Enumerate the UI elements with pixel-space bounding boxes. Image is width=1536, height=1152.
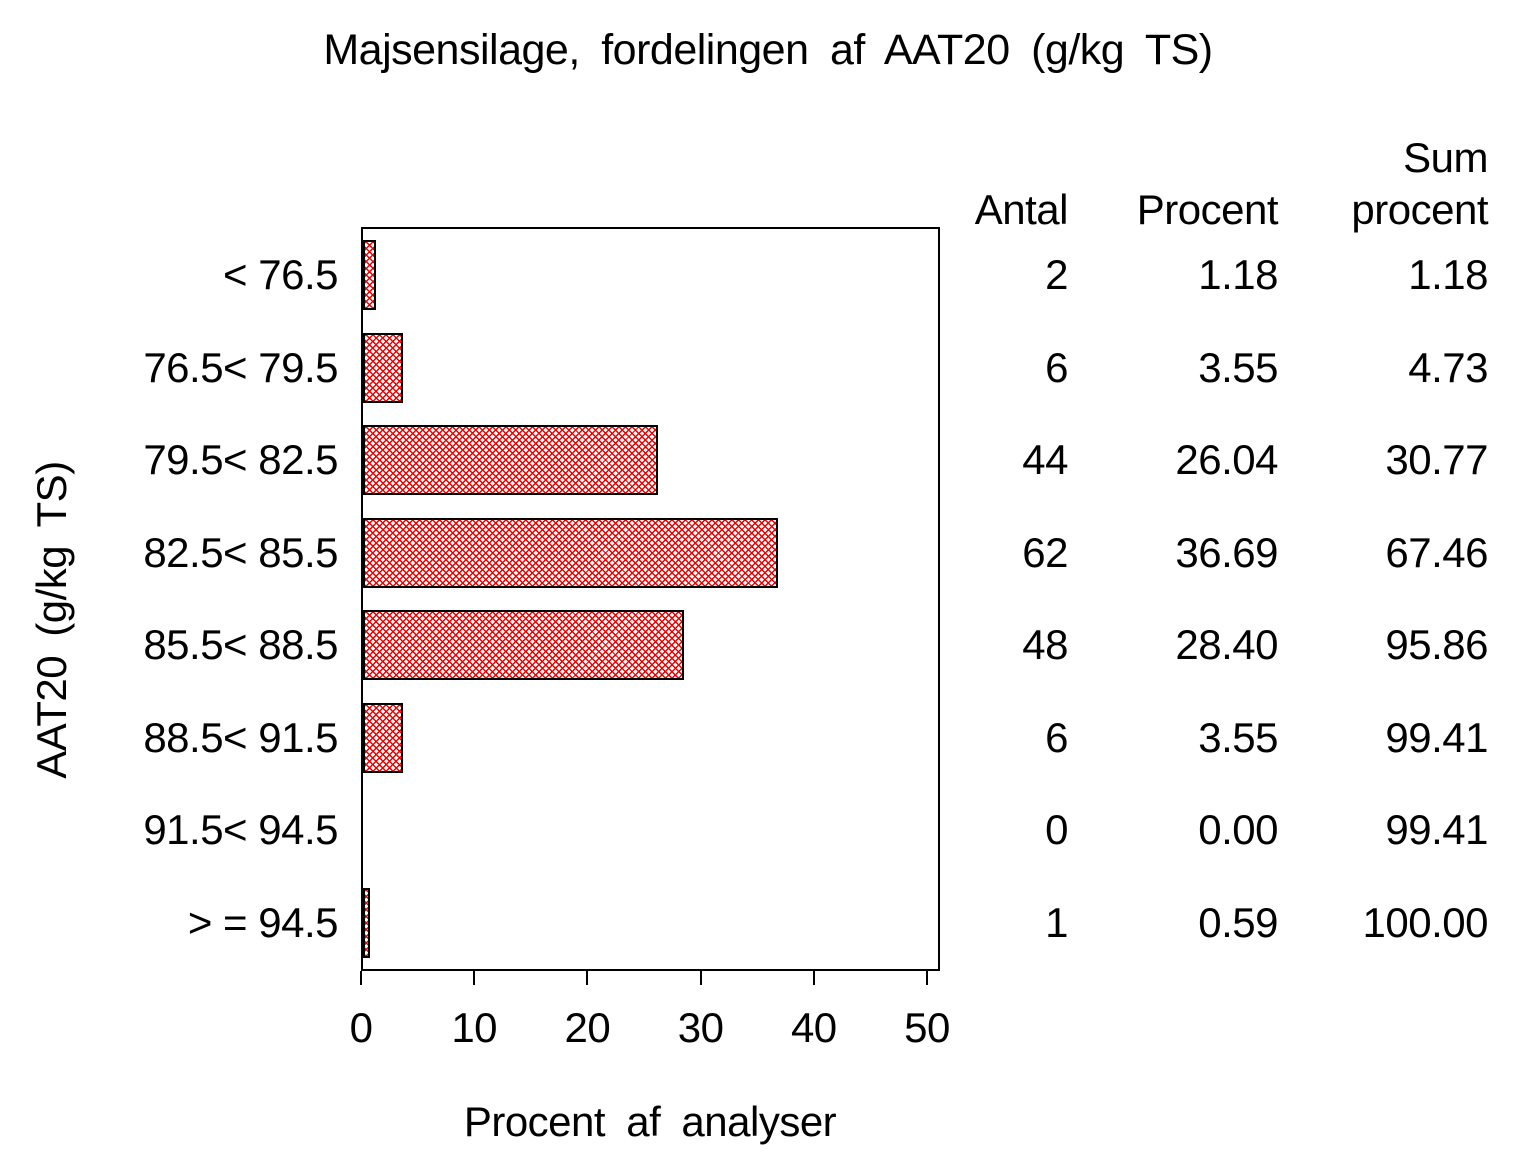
table-cell-procent: 3.55 (1198, 713, 1278, 761)
x-axis-tick-label: 40 (790, 1004, 837, 1051)
table-cell-procent: 0.00 (1198, 806, 1278, 854)
table-cell-antal: 2 (1045, 251, 1068, 299)
category-label: > = 94.5 (187, 898, 339, 946)
bar (363, 517, 779, 588)
table-header-procent: Procent (1136, 186, 1279, 233)
table-cell-procent: 1.18 (1198, 251, 1278, 299)
bar (363, 887, 370, 958)
plot-area (361, 227, 940, 971)
table-cell-antal: 62 (1022, 528, 1068, 576)
table-cell-sum-procent: 99.41 (1385, 806, 1488, 854)
frequency-table: 2 1.18 1.18 6 3.55 4.73 44 26.04 30.77 62 36.69 67.… (950, 229, 1488, 969)
x-axis-tick (699, 971, 702, 985)
x-axis-tick-label: 10 (451, 1004, 498, 1051)
bar (363, 702, 404, 773)
category-label: 76.5< 79.5 (143, 343, 338, 391)
bar-row (363, 414, 938, 507)
table-row: 48 28.40 95.86 (950, 599, 1488, 692)
table-cell-antal: 6 (1045, 343, 1068, 391)
table-row: 2 1.18 1.18 (950, 229, 1488, 322)
bar (363, 610, 685, 681)
table-row: 62 36.69 67.46 (950, 507, 1488, 600)
bar-row (363, 322, 938, 415)
category-label: < 76.5 (223, 251, 338, 299)
table-cell-antal: 48 (1022, 621, 1068, 669)
table-cell-procent: 3.55 (1198, 343, 1278, 391)
bar (363, 240, 377, 311)
table-row: 44 26.04 30.77 (950, 414, 1488, 507)
table-cell-procent: 0.59 (1198, 898, 1278, 946)
chart-title: Majsensilage, fordelingen af AAT20 (g/kg… (323, 26, 1213, 74)
table-cell-antal: 1 (1045, 898, 1068, 946)
category-label: 82.5< 85.5 (143, 528, 338, 576)
bar (363, 425, 658, 496)
bar-row (363, 692, 938, 785)
bar-row (363, 877, 938, 970)
table-cell-antal: 6 (1045, 713, 1068, 761)
table-cell-sum-procent: 4.73 (1408, 343, 1488, 391)
table-cell-sum-procent: 95.86 (1385, 621, 1488, 669)
table-header-line1: Sum (950, 132, 1488, 184)
x-axis-tick (586, 971, 589, 985)
x-axis-tick (926, 971, 928, 985)
table-row: 1 0.59 100.00 (950, 877, 1488, 970)
category-label: 91.5< 94.5 (143, 806, 338, 854)
x-axis-tick (473, 971, 476, 985)
table-header-sum-procent: procent (1351, 186, 1488, 233)
x-axis-tick-label: 0 (349, 1004, 373, 1051)
x-axis-tick (812, 971, 815, 985)
table-row: 6 3.55 99.41 (950, 692, 1488, 785)
bar (363, 332, 404, 403)
table-cell-antal: 0 (1045, 806, 1068, 854)
x-axis-tick-label: 30 (677, 1004, 724, 1051)
bar-row (363, 784, 938, 877)
table-header-line2: Antal Procent procent (950, 184, 1489, 236)
category-label: 85.5< 88.5 (143, 621, 338, 669)
table-header-sum: Sum (1403, 134, 1488, 181)
table-cell-antal: 44 (1022, 436, 1068, 484)
table-header-antal: Antal (974, 186, 1069, 233)
table-row: 0 0.00 99.41 (950, 784, 1488, 877)
category-label: 88.5< 91.5 (143, 713, 338, 761)
bar-row (363, 507, 938, 600)
table-cell-procent: 28.40 (1175, 621, 1278, 669)
bar-row (363, 229, 938, 322)
y-axis-category-labels: < 76.5 76.5< 79.5 79.5< 82.5 82.5< 85.5 85.5… (60, 229, 338, 969)
x-axis-tick-label: 50 (904, 1004, 950, 1051)
category-label: 79.5< 82.5 (143, 436, 338, 484)
table-cell-procent: 26.04 (1175, 436, 1278, 484)
table-header: Sum Antal Procent procent (950, 132, 1489, 236)
x-axis-tick (360, 971, 362, 985)
table-cell-sum-procent: 67.46 (1385, 528, 1488, 576)
table-cell-sum-procent: 100.00 (1362, 898, 1489, 946)
table-header-spacer (950, 132, 1068, 184)
table-cell-sum-procent: 99.41 (1385, 713, 1488, 761)
table-cell-sum-procent: 30.77 (1385, 436, 1488, 484)
x-axis-tick-label: 20 (564, 1004, 611, 1051)
table-row: 6 3.55 4.73 (950, 322, 1488, 415)
bar-row (363, 599, 938, 692)
bar-rows (363, 229, 938, 969)
table-header-spacer (1068, 132, 1278, 184)
table-cell-procent: 36.69 (1175, 528, 1278, 576)
table-cell-sum-procent: 1.18 (1408, 251, 1488, 299)
x-axis-label: Procent af analyser (463, 1098, 837, 1145)
